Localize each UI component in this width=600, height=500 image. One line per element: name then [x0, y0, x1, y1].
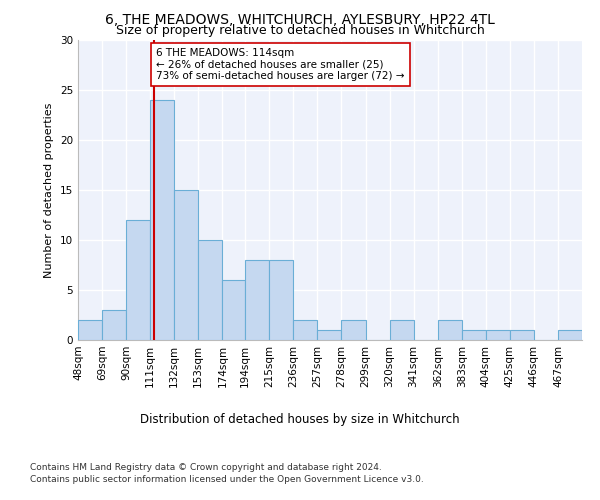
Text: Size of property relative to detached houses in Whitchurch: Size of property relative to detached ho…	[116, 24, 484, 37]
Bar	[269, 260, 293, 340]
Bar	[223, 280, 245, 340]
Bar	[126, 220, 150, 340]
Bar	[150, 100, 174, 340]
Bar	[437, 320, 462, 340]
Bar	[389, 320, 413, 340]
Y-axis label: Number of detached properties: Number of detached properties	[44, 102, 55, 278]
Bar	[341, 320, 365, 340]
Bar	[174, 190, 198, 340]
Bar	[486, 330, 510, 340]
Bar	[510, 330, 534, 340]
Bar	[78, 320, 102, 340]
Text: Contains public sector information licensed under the Open Government Licence v3: Contains public sector information licen…	[30, 475, 424, 484]
Bar	[462, 330, 486, 340]
Text: Contains HM Land Registry data © Crown copyright and database right 2024.: Contains HM Land Registry data © Crown c…	[30, 462, 382, 471]
Text: 6, THE MEADOWS, WHITCHURCH, AYLESBURY, HP22 4TL: 6, THE MEADOWS, WHITCHURCH, AYLESBURY, H…	[105, 12, 495, 26]
Bar	[198, 240, 223, 340]
Bar	[293, 320, 317, 340]
Text: 6 THE MEADOWS: 114sqm
← 26% of detached houses are smaller (25)
73% of semi-deta: 6 THE MEADOWS: 114sqm ← 26% of detached …	[156, 48, 404, 81]
Bar	[558, 330, 582, 340]
Bar	[102, 310, 126, 340]
Bar	[317, 330, 341, 340]
Bar	[245, 260, 269, 340]
Text: Distribution of detached houses by size in Whitchurch: Distribution of detached houses by size …	[140, 412, 460, 426]
